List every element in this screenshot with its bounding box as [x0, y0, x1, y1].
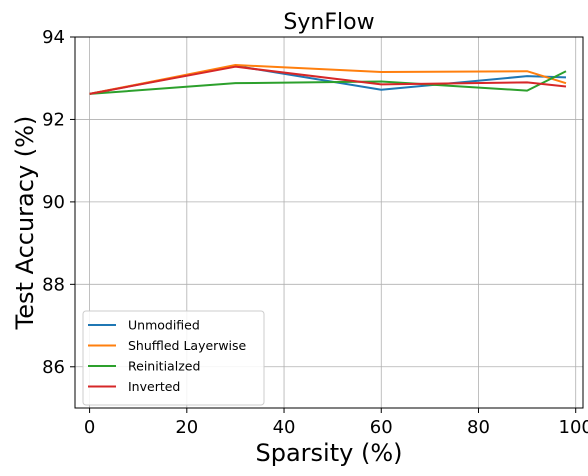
legend-label: Reinitialzed	[128, 359, 200, 374]
x-tick-label: 100	[559, 417, 588, 438]
y-tick-label: 92	[42, 109, 65, 130]
y-axis-label: Test Accuracy (%)	[11, 116, 39, 331]
x-tick-label: 80	[467, 417, 490, 438]
legend-label: Inverted	[128, 379, 180, 394]
plot-frame	[74, 36, 584, 409]
series-lines	[89, 64, 567, 95]
x-axis-label: Sparsity (%)	[256, 439, 403, 467]
x-tick-label: 40	[273, 417, 296, 438]
y-tick-label: 94	[42, 27, 65, 48]
y-tick-label: 90	[42, 192, 65, 213]
legend: Unmodified Shuffled Layerwise Reinitialzed…	[82, 310, 265, 406]
y-tick-label: 88	[42, 274, 65, 295]
x-tick-label: 60	[370, 417, 393, 438]
legend-label: Unmodified	[128, 318, 200, 333]
x-tick-label: 20	[175, 417, 198, 438]
chart-title: SynFlow	[283, 10, 374, 35]
legend-label: Shuffled Layerwise	[128, 338, 247, 353]
series-line-inverted	[89, 65, 567, 95]
x-tick-label: 0	[84, 417, 95, 438]
series-line-shuffled-layerwise	[89, 64, 567, 95]
legend-box	[82, 310, 265, 406]
axis-ticks: 0 20 40 60 80 100 86 88 90 92 94	[42, 27, 588, 438]
y-tick-label: 86	[42, 357, 65, 378]
